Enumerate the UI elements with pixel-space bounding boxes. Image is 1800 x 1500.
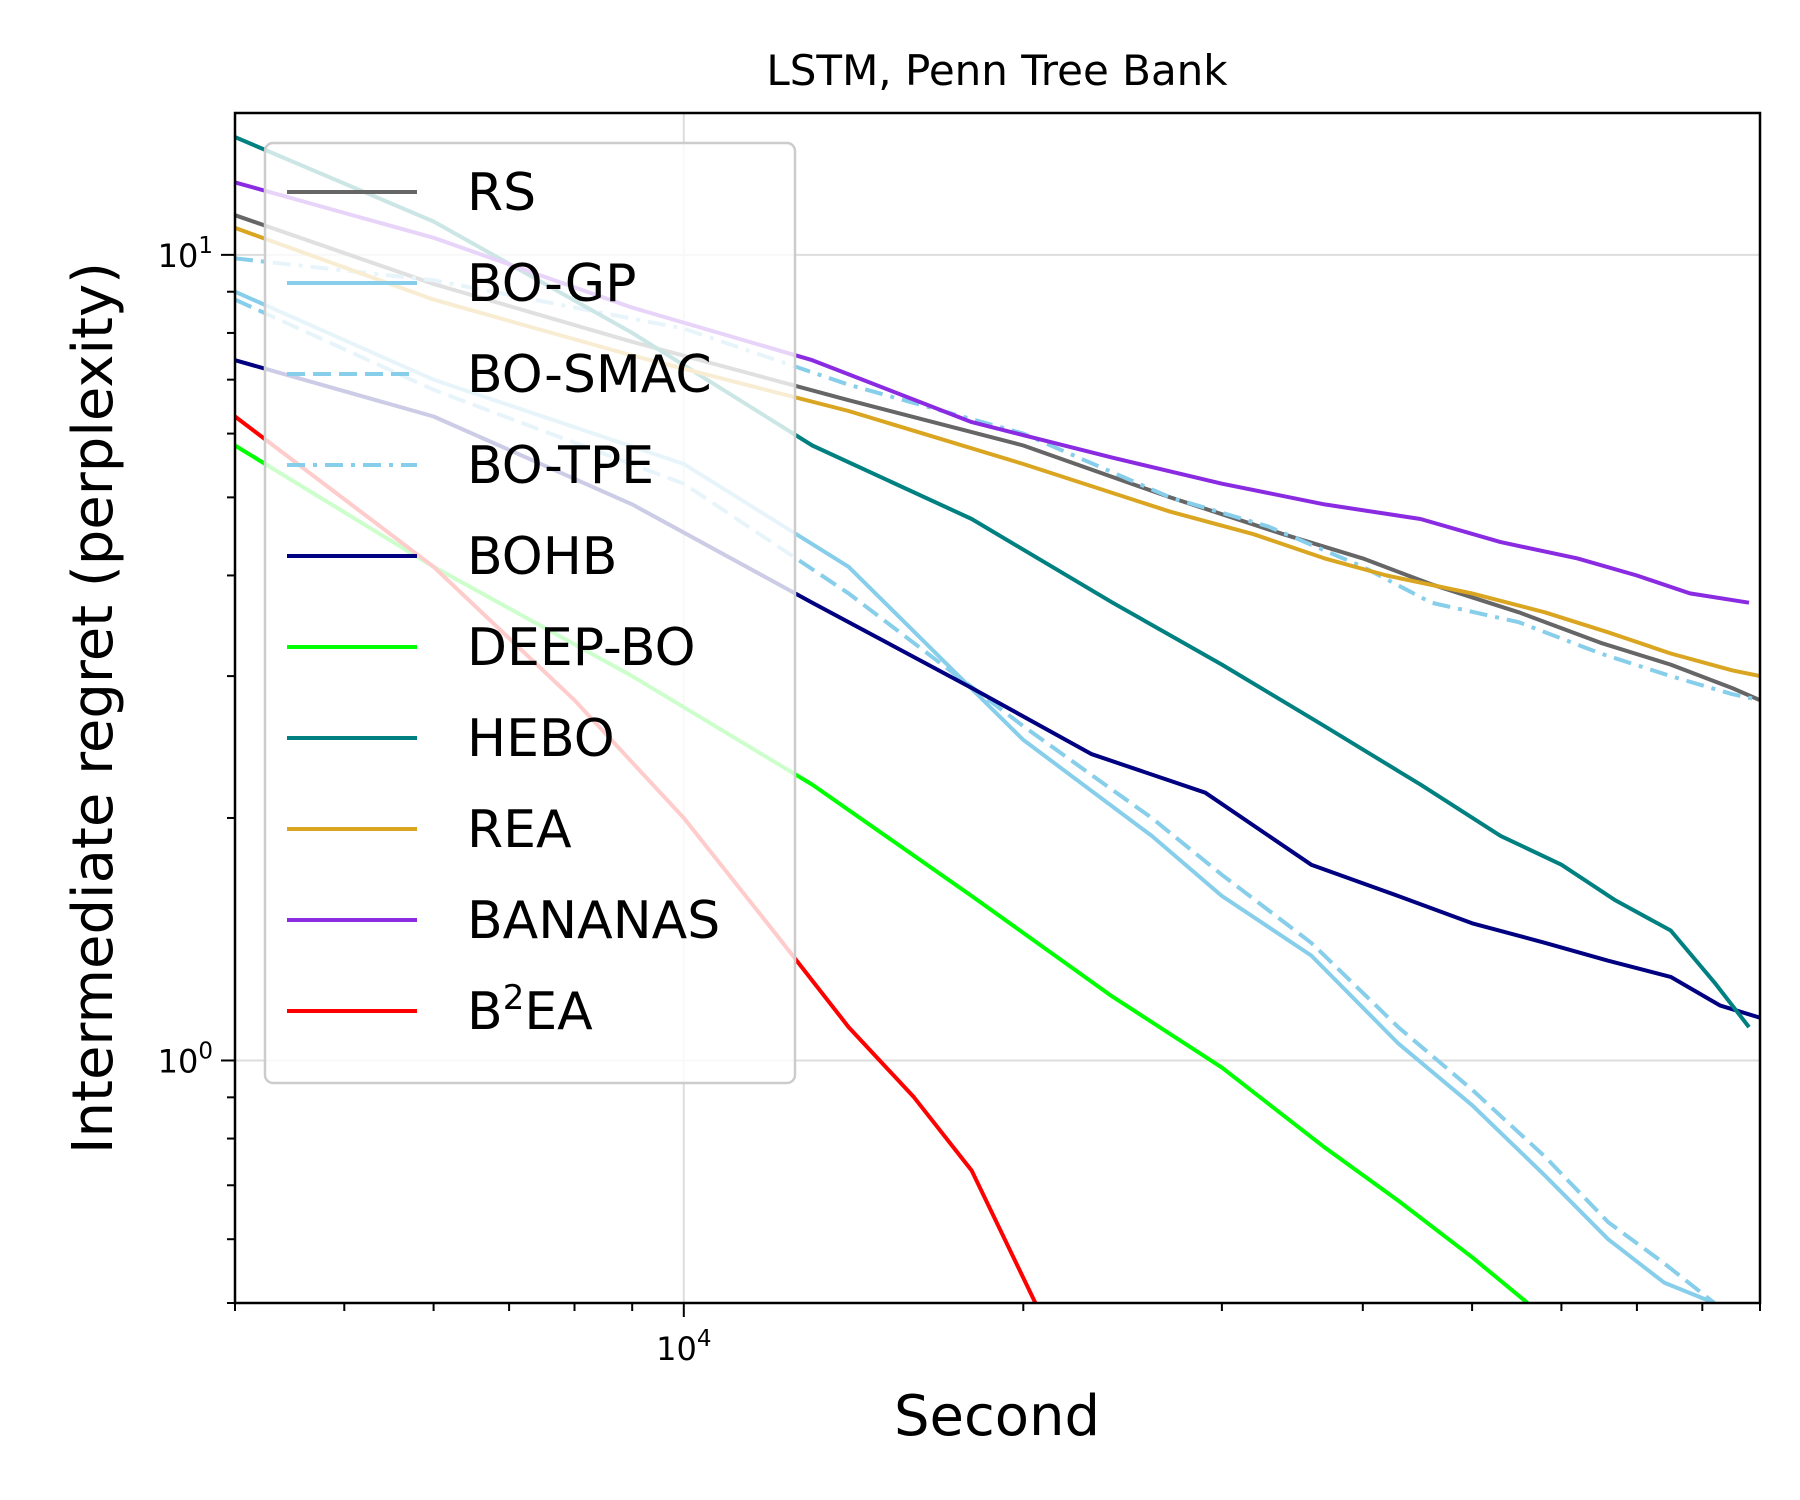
axes: 104 100 101 (158, 111, 1762, 1368)
legend-label-4: BOHB (467, 527, 617, 587)
legend-label-1: BO-GP (467, 254, 636, 314)
legend-label-9: B2EA (467, 978, 593, 1042)
legend-box (263, 141, 797, 1085)
x-tick-label: 104 (656, 1326, 711, 1368)
y-axis-label: Intermediate regret (perplexity) (61, 262, 126, 1154)
legend-label-2: BO-SMAC (467, 345, 712, 405)
legend-label-8: BANANAS (467, 891, 720, 951)
legend-label-6: HEBO (467, 709, 615, 769)
chart-title: LSTM, Penn Tree Bank (766, 46, 1228, 95)
plot-frame (233, 111, 1762, 1305)
legend-label-7: REA (467, 800, 572, 860)
legend-label-0: RS (467, 163, 536, 223)
legend-label-3: BO-TPE (467, 436, 654, 496)
x-axis-label: Second (894, 1384, 1100, 1449)
y-tick-label: 100 (158, 1038, 213, 1080)
series-line-2 (235, 297, 1716, 1303)
y-tick-label: 101 (158, 233, 213, 275)
legend-label-5: DEEP-BO (467, 618, 696, 678)
legend: RS BO-GP BO-SMAC BO-TPE BOHB DEEP-BO HEBO REA BA… (263, 141, 797, 1085)
